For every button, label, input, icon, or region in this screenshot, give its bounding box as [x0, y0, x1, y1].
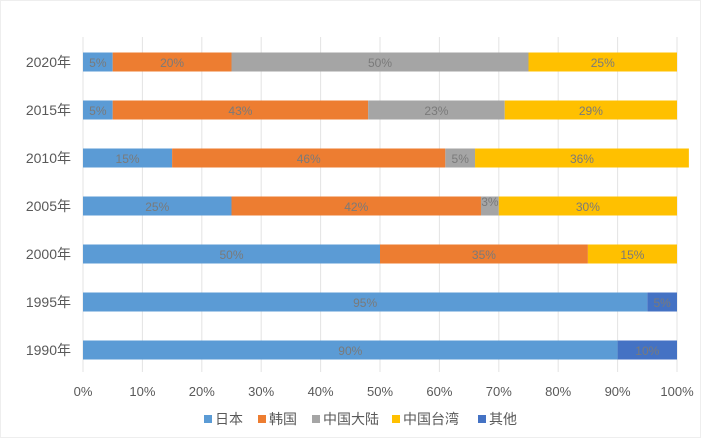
- data-label: 95%: [353, 296, 377, 310]
- data-label: 20%: [160, 56, 184, 70]
- data-label: 25%: [591, 56, 615, 70]
- data-label: 15%: [620, 248, 644, 262]
- legend-swatch: [258, 415, 266, 423]
- legend-swatch: [392, 415, 400, 423]
- legend-label: 中国大陆: [323, 411, 379, 427]
- y-tick-label: 2015年: [26, 102, 71, 118]
- legend-label: 中国台湾: [403, 411, 459, 427]
- data-label: 35%: [472, 248, 496, 262]
- data-label: 50%: [368, 56, 392, 70]
- y-tick-label: 1995年: [26, 294, 71, 310]
- data-label: 5%: [89, 104, 107, 118]
- y-axis: 1990年 1995年 2000年 2005年 2010年 2015年 2020年: [26, 54, 71, 358]
- x-tick-label: 100%: [660, 384, 694, 399]
- data-label: 46%: [297, 152, 321, 166]
- x-tick-label: 60%: [426, 384, 452, 399]
- data-labels: 90% 10% 95% 5% 50% 35% 15% 25% 42% 3% 30% 15% 46% 5% 3…: [89, 56, 671, 358]
- bar-segment: [368, 100, 505, 120]
- bars: [83, 52, 689, 360]
- x-tick-label: 0%: [74, 384, 93, 399]
- legend: 日本 韩国 中国大陆 中国台湾 其他: [204, 411, 517, 427]
- bar-segment: [504, 100, 677, 120]
- bar-segment: [112, 52, 232, 72]
- data-label: 5%: [89, 56, 107, 70]
- y-tick-label: 2010年: [26, 150, 71, 166]
- legend-swatch: [312, 415, 320, 423]
- bar-segment: [83, 244, 380, 264]
- y-tick-label: 2020年: [26, 54, 71, 70]
- data-label: 42%: [344, 200, 368, 214]
- data-label: 90%: [338, 344, 362, 358]
- bar-segment: [172, 148, 446, 168]
- data-label: 15%: [116, 152, 140, 166]
- data-label: 43%: [228, 104, 252, 118]
- bar-segment: [380, 244, 588, 264]
- legend-swatch: [478, 415, 486, 423]
- bar-segment: [112, 100, 369, 120]
- x-tick-label: 10%: [129, 384, 155, 399]
- x-tick-label: 40%: [308, 384, 334, 399]
- bar-segment: [83, 148, 173, 168]
- legend-label: 韩国: [269, 411, 297, 427]
- data-label: 29%: [579, 104, 603, 118]
- x-tick-label: 90%: [605, 384, 631, 399]
- bar-segment: [480, 196, 499, 216]
- bar-segment: [83, 100, 113, 120]
- y-tick-label: 2005年: [26, 198, 71, 214]
- data-label: 25%: [145, 200, 169, 214]
- x-tick-label: 50%: [367, 384, 393, 399]
- x-tick-label: 80%: [545, 384, 571, 399]
- data-label: 36%: [570, 152, 594, 166]
- bar-segment: [83, 292, 648, 312]
- legend-label: 日本: [215, 411, 243, 427]
- bar-segment: [647, 292, 677, 312]
- data-label: 30%: [576, 200, 600, 214]
- x-tick-label: 70%: [486, 384, 512, 399]
- bar-segment: [445, 148, 476, 168]
- bar-segment: [83, 196, 232, 216]
- bar-segment: [83, 340, 618, 360]
- bar-segment: [617, 340, 677, 360]
- legend-swatch: [204, 415, 212, 423]
- bar-segment: [475, 148, 689, 168]
- bar-segment: [231, 196, 481, 216]
- x-tick-label: 30%: [248, 384, 274, 399]
- data-label: 23%: [424, 104, 448, 118]
- data-label: 10%: [635, 344, 659, 358]
- x-axis: 0% 10% 20% 30% 40% 50% 60% 70% 80% 90% 100%: [74, 384, 694, 399]
- bar-segment: [231, 52, 529, 72]
- bar-segment: [498, 196, 677, 216]
- data-label: 50%: [219, 248, 243, 262]
- bar-segment: [528, 52, 677, 72]
- legend-label: 其他: [489, 411, 517, 427]
- data-label: 5%: [653, 296, 671, 310]
- y-tick-label: 2000年: [26, 246, 71, 262]
- bar-segment: [587, 244, 677, 264]
- data-label: 5%: [452, 152, 470, 166]
- x-tick-label: 20%: [189, 384, 215, 399]
- bar-segment: [83, 52, 113, 72]
- y-tick-label: 1990年: [26, 342, 71, 358]
- data-label: 3%: [481, 195, 499, 209]
